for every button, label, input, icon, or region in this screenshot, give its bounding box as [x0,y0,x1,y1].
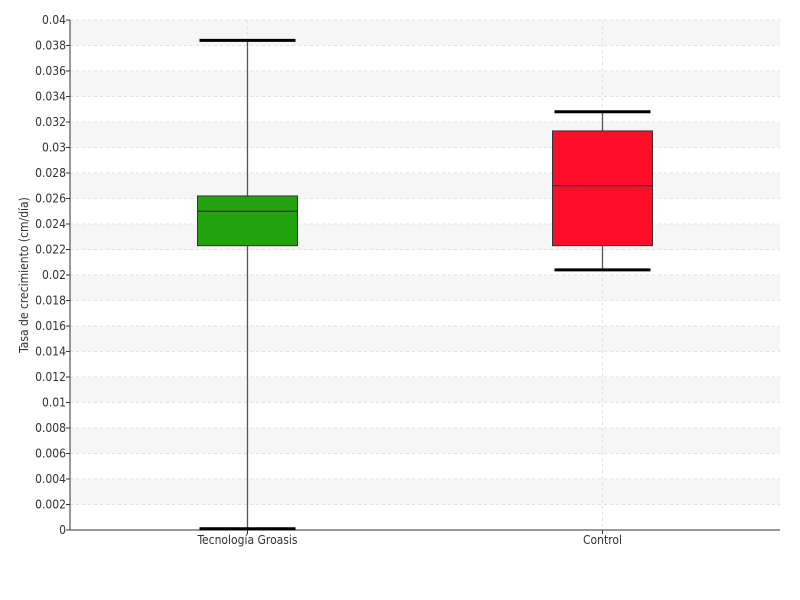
grid-band [70,479,780,505]
boxplot [552,110,653,272]
y-tick-label: 0.016 [35,319,66,333]
grid-band [70,71,780,97]
y-tick-label: 0.008 [35,421,66,435]
y-tick-label: 0.01 [42,396,66,410]
y-tick-label: 0.004 [35,472,66,486]
y-tick-label: 0.024 [35,217,66,231]
y-tick-label: 0.028 [35,166,66,180]
y-tick-label: 0.036 [35,64,66,78]
box [552,130,653,247]
y-tick-label: 0.026 [35,192,66,206]
y-tick-label: 0.038 [35,39,66,53]
grid-band [70,428,780,454]
y-tick-label: 0.022 [35,243,66,257]
y-tick-label: 0.032 [35,115,66,129]
grid-band [70,275,780,301]
y-tick-label: 0.018 [35,294,66,308]
gridlines [70,19,780,530]
y-axis-label: Tasa de crecimiento (cm/día) [17,197,31,354]
x-axis-ticks: Tecnología Groasis Control [196,530,622,547]
x-tick-label: Control [583,533,622,547]
grid-band [70,122,780,148]
grid-band [70,173,780,199]
grid-band [70,326,780,352]
boxplots [197,38,653,531]
y-tick-label: 0.034 [35,90,66,104]
grid-band [70,377,780,403]
y-tick-label: 0.002 [35,498,66,512]
y-tick-label: 0.006 [35,447,66,461]
y-tick-label: 0.04 [42,13,66,27]
box [197,195,298,247]
grid-bands [70,20,780,505]
y-tick-label: 0.02 [42,268,66,282]
y-axis-ticks: 0 0.002 0.004 0.006 0.008 0.01 0.012 0.014 0.016… [35,13,70,537]
grid-band [70,20,780,46]
x-tick-label: Tecnología Groasis [196,533,297,547]
y-tick-label: 0 [59,523,66,537]
y-tick-label: 0.014 [35,345,66,359]
boxplot [197,38,298,531]
y-tick-label: 0.03 [42,141,66,155]
grid-band [70,224,780,250]
y-tick-label: 0.012 [35,370,66,384]
